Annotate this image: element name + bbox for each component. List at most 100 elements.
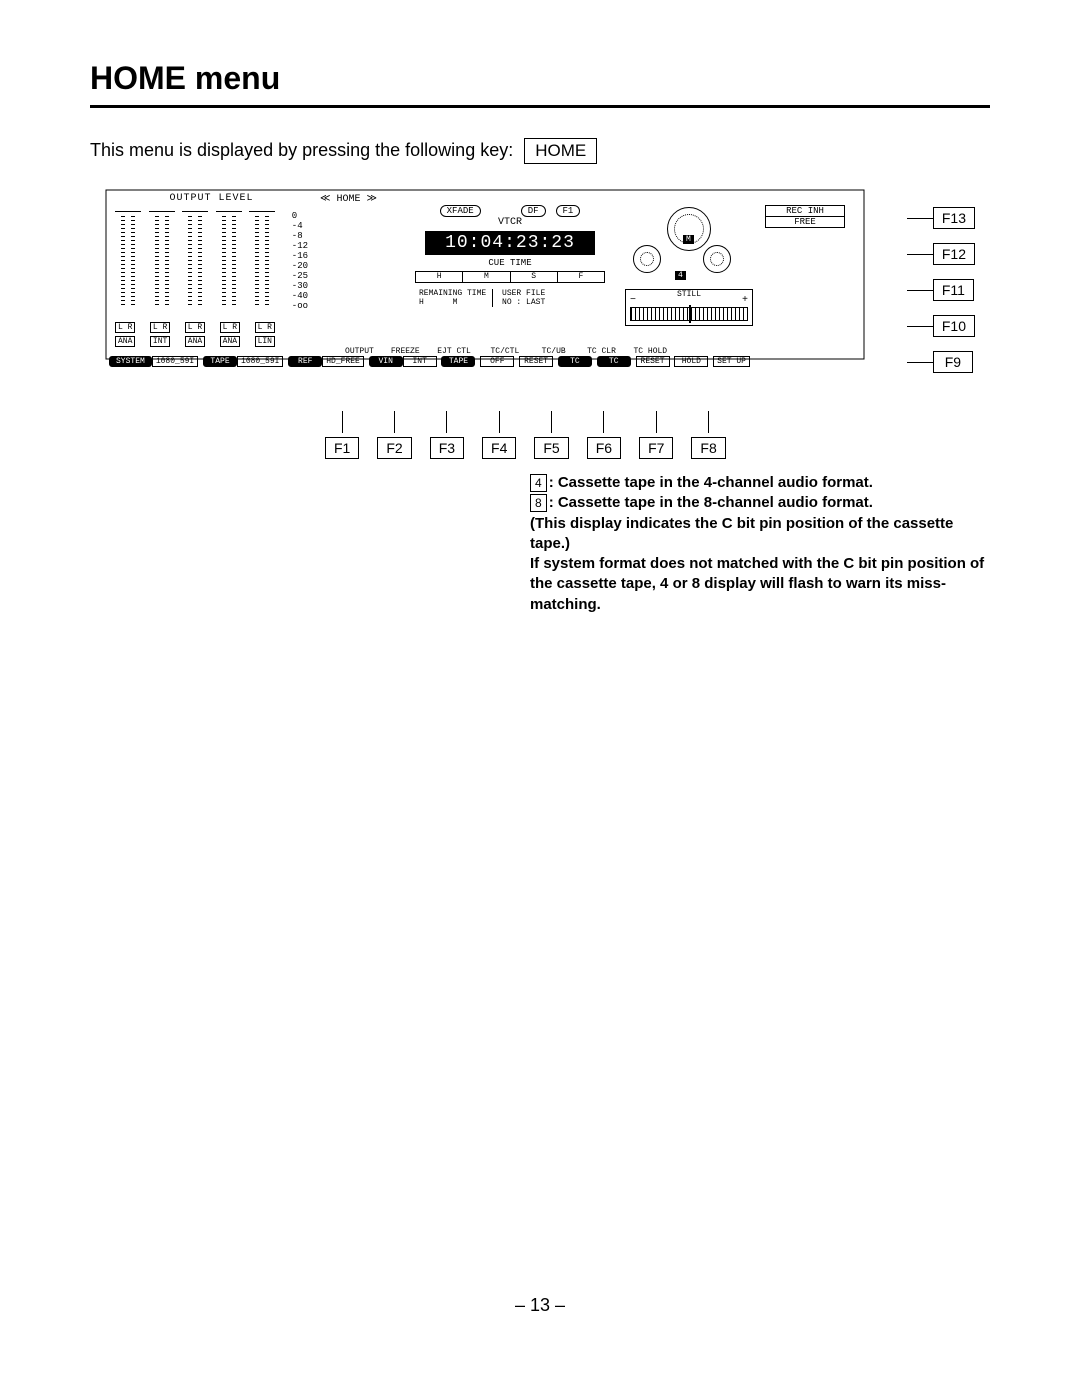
- cue-time-label: CUE TIME: [405, 258, 615, 268]
- output-level-panel: OUTPUT LEVEL 0 -4 -8 -12 -16 -20 -25 -: [109, 193, 314, 353]
- led-4-icon: 4: [530, 474, 547, 492]
- hmsf-cell: S: [511, 272, 558, 282]
- intro-text: This menu is displayed by pressing the f…: [90, 138, 990, 164]
- leader-line: [603, 411, 604, 433]
- status-pill: TC: [558, 356, 592, 367]
- lr-row: L R L R L R L R L R: [115, 322, 275, 333]
- status-box: HD_FREE: [322, 356, 364, 367]
- ana-label: ANA: [185, 336, 205, 347]
- annotation-paren: (This display indicates the C bit pin po…: [530, 515, 953, 552]
- col-label: FREEZE: [384, 347, 426, 356]
- scale-value: -20: [292, 261, 308, 271]
- df-pill: DF: [521, 205, 546, 217]
- hmsf-bar: H M S F: [415, 271, 605, 283]
- page-title: HOME menu: [90, 60, 990, 108]
- fkey-label: F12: [933, 243, 975, 265]
- lr-label: L R: [185, 322, 205, 333]
- leader-line: [907, 362, 933, 363]
- leader-line: [907, 218, 933, 219]
- fkey-label: F1: [325, 437, 359, 459]
- status-pill: TC: [597, 356, 631, 367]
- user-file-label: USER FILE: [502, 289, 545, 298]
- fkey-label: F10: [933, 315, 975, 337]
- remaining-h: H: [419, 298, 424, 307]
- status-box: RESET: [636, 356, 670, 367]
- intro-sentence: This menu is displayed by pressing the f…: [90, 140, 513, 160]
- hmsf-cell: M: [463, 272, 510, 282]
- still-bar: [630, 307, 748, 321]
- col-label: TC/CTL: [482, 347, 528, 356]
- status-box: 1080_59I: [237, 356, 283, 367]
- leader-line: [907, 254, 933, 255]
- still-box: STILL − +: [625, 289, 753, 326]
- leader-line: [907, 326, 933, 327]
- leader-line: [499, 411, 500, 433]
- fkey-label: F7: [639, 437, 673, 459]
- rec-inh-box: REC INH FREE: [765, 205, 845, 228]
- tape-reels: M 4 STILL − +: [625, 205, 755, 325]
- rec-free-label: FREE: [766, 217, 844, 227]
- leader-line: [394, 411, 395, 433]
- status-pill: SYSTEM: [109, 356, 152, 367]
- scale-value: -40: [292, 291, 308, 301]
- hmsf-cell: F: [558, 272, 604, 282]
- xfade-pill: XFADE: [440, 205, 481, 217]
- fkey-label: F2: [377, 437, 411, 459]
- leader-line: [656, 411, 657, 433]
- fkey-label: F3: [430, 437, 464, 459]
- col-label: OUTPUT: [339, 347, 379, 356]
- scale-value: -oo: [292, 301, 308, 311]
- led-8-icon: 8: [530, 494, 547, 512]
- status-pill: TAPE: [441, 356, 475, 367]
- output-level-title: OUTPUT LEVEL: [109, 193, 314, 204]
- ana-row: ANA INT ANA ANA LIN: [115, 336, 275, 347]
- scale-value: -4: [292, 221, 308, 231]
- fkey-label: F11: [933, 279, 974, 301]
- device-diagram: OUTPUT LEVEL 0 -4 -8 -12 -16 -20 -25 -: [105, 189, 975, 459]
- fkey-label: F5: [534, 437, 568, 459]
- user-file-value: NO : LAST: [502, 298, 545, 307]
- rec-inh-label: REC INH: [766, 206, 844, 217]
- fkey-label: F13: [933, 207, 975, 229]
- annotation-line-8: : Cassette tape in the 8-channel audio f…: [549, 494, 873, 511]
- ana-label: LIN: [255, 336, 275, 347]
- still-plus: +: [742, 297, 748, 305]
- reel-4-badge: 4: [675, 271, 686, 280]
- fkey-label: F4: [482, 437, 516, 459]
- status-box: HOLD: [674, 356, 708, 367]
- col-label: EJT CTL: [431, 347, 477, 356]
- lr-label: L R: [150, 322, 170, 333]
- level-meters: [115, 211, 275, 311]
- remaining-m: M: [453, 298, 458, 307]
- scale-value: -8: [292, 231, 308, 241]
- scale-value: -16: [292, 251, 308, 261]
- status-pill: REF: [288, 356, 322, 367]
- annotation-block: 4: Cassette tape in the 4-channel audio …: [530, 473, 990, 615]
- hmsf-cell: H: [416, 272, 463, 282]
- lr-label: L R: [220, 322, 240, 333]
- lr-label: L R: [115, 322, 135, 333]
- scale-value: -30: [292, 281, 308, 291]
- level-meter: [149, 211, 175, 311]
- bottom-fkey-row: F1 F2 F3 F4 F5 F6 F7 F8: [325, 411, 726, 459]
- col-label: TC/UB: [533, 347, 575, 356]
- page-number: – 13 –: [90, 1295, 990, 1316]
- status-pill: TAPE: [203, 356, 237, 367]
- level-meter: [115, 211, 141, 311]
- right-fkey-column: F13 F12 F11 F10 F9: [939, 207, 975, 373]
- col-label: TC HOLD: [628, 347, 672, 356]
- remaining-time-row: REMAINING TIME H M USER FILE NO : LAST: [405, 289, 615, 307]
- reel-icon: [633, 245, 661, 273]
- remaining-label: REMAINING TIME: [419, 289, 486, 298]
- still-minus: −: [630, 297, 636, 305]
- ana-label: ANA: [115, 336, 135, 347]
- fkey-label: F8: [691, 437, 725, 459]
- home-key: HOME: [524, 138, 597, 164]
- col-label: TC CLR: [580, 347, 624, 356]
- fkey-label: F9: [933, 351, 973, 373]
- level-meter: [249, 211, 275, 311]
- vtcr-label: VTCR: [405, 217, 615, 228]
- vtcr-time: 10:04:23:23: [425, 231, 595, 255]
- leader-line: [907, 290, 933, 291]
- scale-value: 0: [292, 211, 308, 221]
